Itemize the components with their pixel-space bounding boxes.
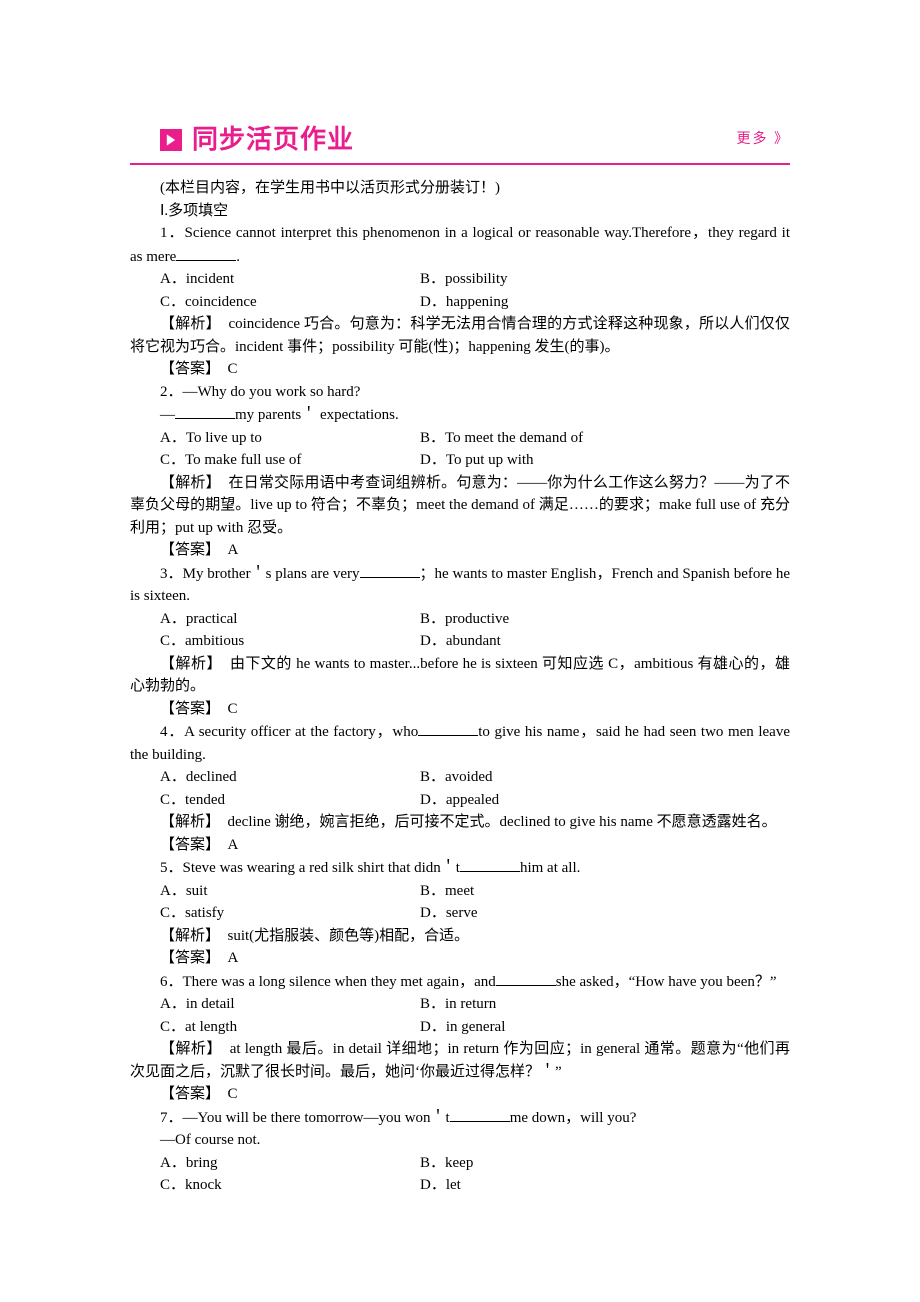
q4-opt-b: B．avoided — [420, 766, 790, 789]
q1-opt-c: C．coincidence — [130, 291, 420, 314]
q1-opts-row2: C．coincidence D．happening — [130, 291, 790, 314]
q3-analysis: 【解析】 由下文的 he wants to master...before he… — [130, 653, 790, 698]
q5-stem-pre: Steve was wearing a red silk shirt that … — [183, 860, 460, 876]
q7-opt-c: C．knock — [130, 1174, 420, 1197]
q3-opt-c: C．ambitious — [130, 630, 420, 653]
q1-analysis: 【解析】 coincidence 巧合。句意为：科学无法用合情合理的方式诠释这种… — [130, 313, 790, 358]
q4-opts-row1: A．declined B．avoided — [130, 766, 790, 789]
blank — [496, 970, 556, 986]
q5-opt-d: D．serve — [420, 902, 790, 925]
q3-opt-b: B．productive — [420, 608, 790, 631]
q7-opt-b: B．keep — [420, 1152, 790, 1175]
q2-num: 2． — [160, 384, 183, 400]
q7-opts-row1: A．bring B．keep — [130, 1152, 790, 1175]
q1-opt-a: A．incident — [130, 268, 420, 291]
q2-line1: —Why do you work so hard? — [183, 384, 361, 400]
q3-stem-pre: My brother＇s plans are very — [183, 566, 360, 582]
q5-opts-row1: A．suit B．meet — [130, 880, 790, 903]
page: 同步活页作业 更多 》 (本栏目内容，在学生用书中以活页形式分册装订！) Ⅰ.多… — [0, 0, 920, 1237]
q1-opt-d: D．happening — [420, 291, 790, 314]
q6-opts-row1: A．in detail B．in return — [130, 993, 790, 1016]
q2-opt-c: C．To make full use of — [130, 449, 420, 472]
q3-opts-row1: A．practical B．productive — [130, 608, 790, 631]
q1-num: 1． — [160, 225, 184, 241]
q7-opt-d: D．let — [420, 1174, 790, 1197]
q2-stem-l2: — my parents＇ expectations. — [130, 403, 790, 427]
q2-opt-d: D．To put up with — [420, 449, 790, 472]
q5-stem: 5．Steve was wearing a red silk shirt tha… — [130, 856, 790, 880]
q1-stem: 1．Science cannot interpret this phenomen… — [130, 222, 790, 268]
q3-stem: 3．My brother＇s plans are very；he wants t… — [130, 562, 790, 608]
q3-opts-row2: C．ambitious D．abundant — [130, 630, 790, 653]
q2-answer: 【答案】 A — [130, 539, 790, 562]
q1-stem-post: . — [236, 249, 240, 265]
q5-num: 5． — [160, 860, 183, 876]
q7-opts-row2: C．knock D．let — [130, 1174, 790, 1197]
blank — [360, 562, 420, 578]
blank — [176, 245, 236, 261]
q7-stem-pre: —You will be there tomorrow—you won＇t — [183, 1110, 450, 1126]
q3-opt-d: D．abundant — [420, 630, 790, 653]
q4-analysis: 【解析】 decline 谢绝，婉言拒绝，后可接不定式。declined to … — [130, 811, 790, 834]
q6-opt-d: D．in general — [420, 1016, 790, 1039]
q6-opts-row2: C．at length D．in general — [130, 1016, 790, 1039]
q2-opt-b: B．To meet the demand of — [420, 427, 790, 450]
q3-opt-a: A．practical — [130, 608, 420, 631]
header-title: 同步活页作业 — [192, 120, 354, 159]
q2-opts-row1: A．To live up to B．To meet the demand of — [130, 427, 790, 450]
q7-stem-l2: —Of course not. — [130, 1129, 790, 1152]
content: (本栏目内容，在学生用书中以活页形式分册装订！) Ⅰ.多项填空 1．Scienc… — [130, 177, 790, 1197]
q2-stem-l1: 2．—Why do you work so hard? — [130, 381, 790, 404]
q7-stem-post: me down，will you? — [510, 1110, 637, 1126]
blank — [175, 403, 235, 419]
q6-analysis: 【解析】 at length 最后。in detail 详细地；in retur… — [130, 1038, 790, 1083]
q6-opt-c: C．at length — [130, 1016, 420, 1039]
q2-line2-pre: — — [160, 407, 175, 423]
q5-opts-row2: C．satisfy D．serve — [130, 902, 790, 925]
blank — [460, 856, 520, 872]
blank — [418, 720, 478, 736]
q3-answer: 【答案】 C — [130, 698, 790, 721]
q1-answer: 【答案】 C — [130, 358, 790, 381]
q1-opts-row1: A．incident B．possibility — [130, 268, 790, 291]
q5-opt-c: C．satisfy — [130, 902, 420, 925]
q4-stem: 4．A security officer at the factory，whot… — [130, 720, 790, 766]
q5-answer: 【答案】 A — [130, 947, 790, 970]
q7-stem: 7．—You will be there tomorrow—you won＇t m… — [130, 1106, 790, 1130]
q4-opts-row2: C．tended D．appealed — [130, 789, 790, 812]
header-left: 同步活页作业 — [160, 120, 354, 159]
q6-opt-b: B．in return — [420, 993, 790, 1016]
q5-stem-post: him at all. — [520, 860, 580, 876]
q1-opt-b: B．possibility — [420, 268, 790, 291]
q2-opts-row2: C．To make full use of D．To put up with — [130, 449, 790, 472]
q2-opt-a: A．To live up to — [130, 427, 420, 450]
q5-opt-b: B．meet — [420, 880, 790, 903]
q3-num: 3． — [160, 566, 183, 582]
q4-num: 4． — [160, 724, 184, 740]
q6-num: 6． — [160, 974, 183, 990]
section-title: Ⅰ.多项填空 — [130, 200, 790, 223]
q2-analysis: 【解析】 在日常交际用语中考查词组辨析。句意为：——你为什么工作这么努力？——为… — [130, 472, 790, 540]
q4-opt-a: A．declined — [130, 766, 420, 789]
q4-answer: 【答案】 A — [130, 834, 790, 857]
q6-stem: 6．There was a long silence when they met… — [130, 970, 790, 994]
blank — [450, 1106, 510, 1122]
intro-note: (本栏目内容，在学生用书中以活页形式分册装订！) — [130, 177, 790, 200]
header-divider — [130, 163, 790, 165]
q6-opt-a: A．in detail — [130, 993, 420, 1016]
q5-analysis: 【解析】 suit(尤指服装、颜色等)相配，合适。 — [130, 925, 790, 948]
page-header: 同步活页作业 更多 》 — [130, 120, 790, 159]
q4-opt-d: D．appealed — [420, 789, 790, 812]
q4-stem-pre: A security officer at the factory，who — [184, 724, 418, 740]
q6-stem-post: she asked，“How have you been？” — [556, 974, 777, 990]
q7-opt-a: A．bring — [130, 1152, 420, 1175]
q2-line2-post: my parents＇ expectations. — [235, 407, 399, 423]
header-more-link[interactable]: 更多 》 — [737, 129, 791, 150]
q6-answer: 【答案】 C — [130, 1083, 790, 1106]
q7-num: 7． — [160, 1110, 183, 1126]
q5-opt-a: A．suit — [130, 880, 420, 903]
arrow-icon — [160, 129, 182, 151]
q6-stem-pre: There was a long silence when they met a… — [183, 974, 496, 990]
q4-opt-c: C．tended — [130, 789, 420, 812]
